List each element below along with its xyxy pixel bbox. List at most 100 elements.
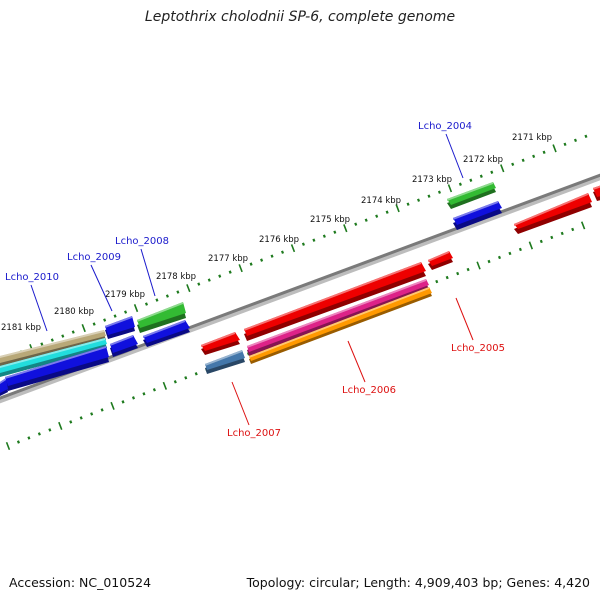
major-tick xyxy=(110,401,115,410)
minor-tick xyxy=(176,290,180,294)
minor-tick xyxy=(539,239,543,244)
minor-tick xyxy=(155,298,159,302)
major-tick xyxy=(133,304,139,313)
feature-arrows xyxy=(0,182,600,396)
gene-label: Lcho_2005 xyxy=(451,343,505,354)
lcho-2005-arrow xyxy=(428,251,453,270)
minor-tick xyxy=(322,234,326,238)
lcho-2009-arrow xyxy=(105,316,135,339)
arrow-highlight xyxy=(0,330,104,358)
minor-tick xyxy=(131,396,136,400)
major-tick xyxy=(290,244,296,253)
gene-leader-line xyxy=(140,248,156,297)
minor-tick xyxy=(207,278,211,282)
minor-tick xyxy=(469,178,473,182)
major-tick xyxy=(186,284,191,293)
minor-tick xyxy=(497,255,502,260)
scale-label: 2181 kbp xyxy=(1,323,41,333)
minor-tick xyxy=(571,227,575,232)
arrow-face xyxy=(247,279,429,352)
arrow-highlight xyxy=(249,287,429,358)
arrow-highlight xyxy=(247,279,426,348)
minor-tick xyxy=(152,388,156,392)
minor-tick xyxy=(228,270,232,274)
scale-label: 2179 kbp xyxy=(105,290,145,300)
arrow-face xyxy=(110,335,138,353)
arrow-highlight xyxy=(447,182,493,201)
gene-label: Lcho_2006 xyxy=(342,385,396,396)
major-tick xyxy=(5,441,11,451)
minor-tick xyxy=(584,134,588,139)
minor-tick xyxy=(197,282,201,286)
arrow-face xyxy=(137,302,186,328)
gene-label: Lcho_2010 xyxy=(5,272,59,283)
minor-tick xyxy=(563,142,567,146)
arrow-highlight xyxy=(205,350,242,366)
arrow-face xyxy=(0,338,107,373)
minor-tick xyxy=(417,198,421,202)
minor-tick xyxy=(573,138,578,143)
far-right-red-arrow xyxy=(514,193,592,234)
gene-leader-line xyxy=(90,264,113,312)
minor-tick xyxy=(218,274,222,278)
arrow-highlight xyxy=(428,251,449,262)
tick-row-outer xyxy=(0,134,588,362)
minor-tick xyxy=(560,231,564,236)
minor-tick xyxy=(113,314,117,318)
lcho-2007-steelblue-arrow xyxy=(205,350,245,374)
minor-tick xyxy=(435,279,439,284)
left-edge-blue-arrow xyxy=(0,378,8,396)
minor-tick xyxy=(90,412,94,416)
minor-tick xyxy=(385,210,389,214)
minor-tick xyxy=(270,254,274,258)
minor-tick xyxy=(61,334,65,338)
lcho-2008-blue-arrow xyxy=(143,320,190,347)
genome-backbone xyxy=(0,173,600,404)
minor-tick xyxy=(173,380,177,384)
major-tick xyxy=(343,224,348,233)
minor-tick xyxy=(100,408,104,412)
lcho-2010-cyan-arrow xyxy=(0,338,107,377)
arrow-face xyxy=(105,316,135,335)
minor-tick xyxy=(40,342,44,346)
minor-tick xyxy=(437,190,441,194)
scale-label: 2172 kbp xyxy=(463,155,503,165)
gene-label: Lcho_2008 xyxy=(115,236,169,247)
minor-tick xyxy=(69,420,73,424)
lcho-2007-red-arrow xyxy=(201,332,240,355)
major-tick xyxy=(500,164,505,173)
minor-tick xyxy=(92,322,96,326)
minor-tick xyxy=(71,330,75,334)
arrow-highlight xyxy=(0,338,105,368)
major-tick xyxy=(552,144,557,153)
arrow-face xyxy=(201,332,240,351)
minor-tick xyxy=(249,262,253,266)
gene-leader-line xyxy=(445,133,464,179)
scale-label: 2173 kbp xyxy=(412,175,452,185)
scale-label: 2177 kbp xyxy=(208,254,248,264)
minor-tick xyxy=(466,267,470,272)
minor-tick xyxy=(184,376,188,380)
minor-tick xyxy=(301,242,305,246)
gene-leader-line xyxy=(30,284,48,332)
arrow-highlight xyxy=(105,316,132,328)
lcho-2004-arrow xyxy=(447,182,496,209)
arrow-face xyxy=(5,346,109,386)
scale-label: 2174 kbp xyxy=(361,196,401,206)
gene-leader-line xyxy=(231,381,250,426)
gene-labels: Lcho_2004 Lcho_2005 Lcho_2006 Lcho_2007 Lcho… xyxy=(5,121,505,439)
minor-tick xyxy=(487,259,491,264)
minor-tick xyxy=(50,338,54,342)
major-tick xyxy=(58,421,63,430)
arrow-highlight xyxy=(201,332,235,347)
minor-tick xyxy=(48,428,52,432)
minor-tick xyxy=(458,182,462,186)
lcho-2006-red-arrow xyxy=(244,262,426,341)
minor-tick xyxy=(521,158,525,162)
minor-tick xyxy=(511,162,515,166)
arrow-face xyxy=(205,350,245,370)
scale-label: 2171 kbp xyxy=(512,133,552,143)
accession-text: Accession: NC_010524 xyxy=(9,575,152,590)
major-tick xyxy=(395,204,400,213)
